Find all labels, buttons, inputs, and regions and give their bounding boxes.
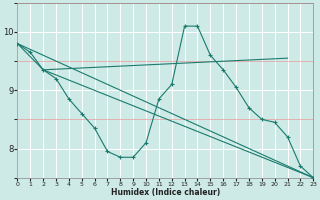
X-axis label: Humidex (Indice chaleur): Humidex (Indice chaleur) [111,188,220,197]
